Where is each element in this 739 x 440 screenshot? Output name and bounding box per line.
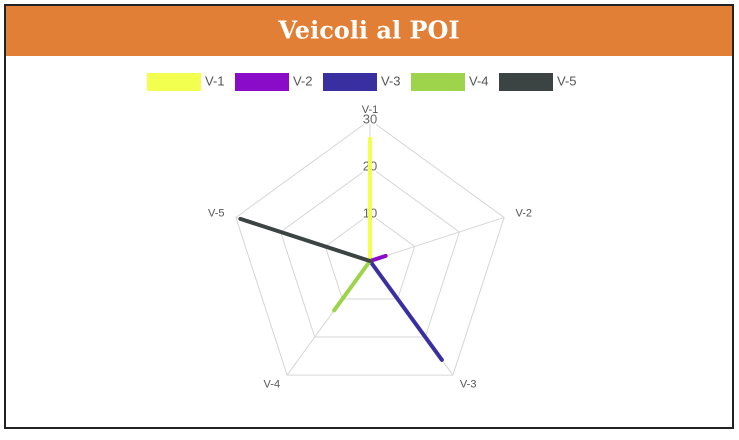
legend-label: V-4 [469,73,489,88]
legend-swatch [323,73,377,91]
chart-title: Veicoli al POI [277,16,459,45]
legend-swatch [235,73,289,91]
legend-label: V-1 [205,73,225,88]
axis-label: V-2 [516,208,533,220]
grid-line [235,119,505,376]
legend-label: V-5 [557,73,577,88]
series-line [368,253,388,263]
tick-label: 30 [363,111,377,126]
series-line [368,259,444,362]
axis-label: V-1 [362,104,379,116]
grid-line [324,213,416,300]
series-line [332,259,372,313]
grid-line [280,166,460,338]
legend-swatch [411,73,465,91]
legend-label: V-3 [381,73,401,88]
axis-label: V-3 [460,379,477,391]
axis-label: V-5 [208,208,225,220]
axis-label: V-4 [264,379,281,391]
title-bar [6,6,732,56]
axis-spoke [369,216,505,262]
legend-label: V-2 [293,73,313,88]
series-line [238,216,372,263]
legend-swatch [147,73,201,91]
legend-swatch [499,73,553,91]
